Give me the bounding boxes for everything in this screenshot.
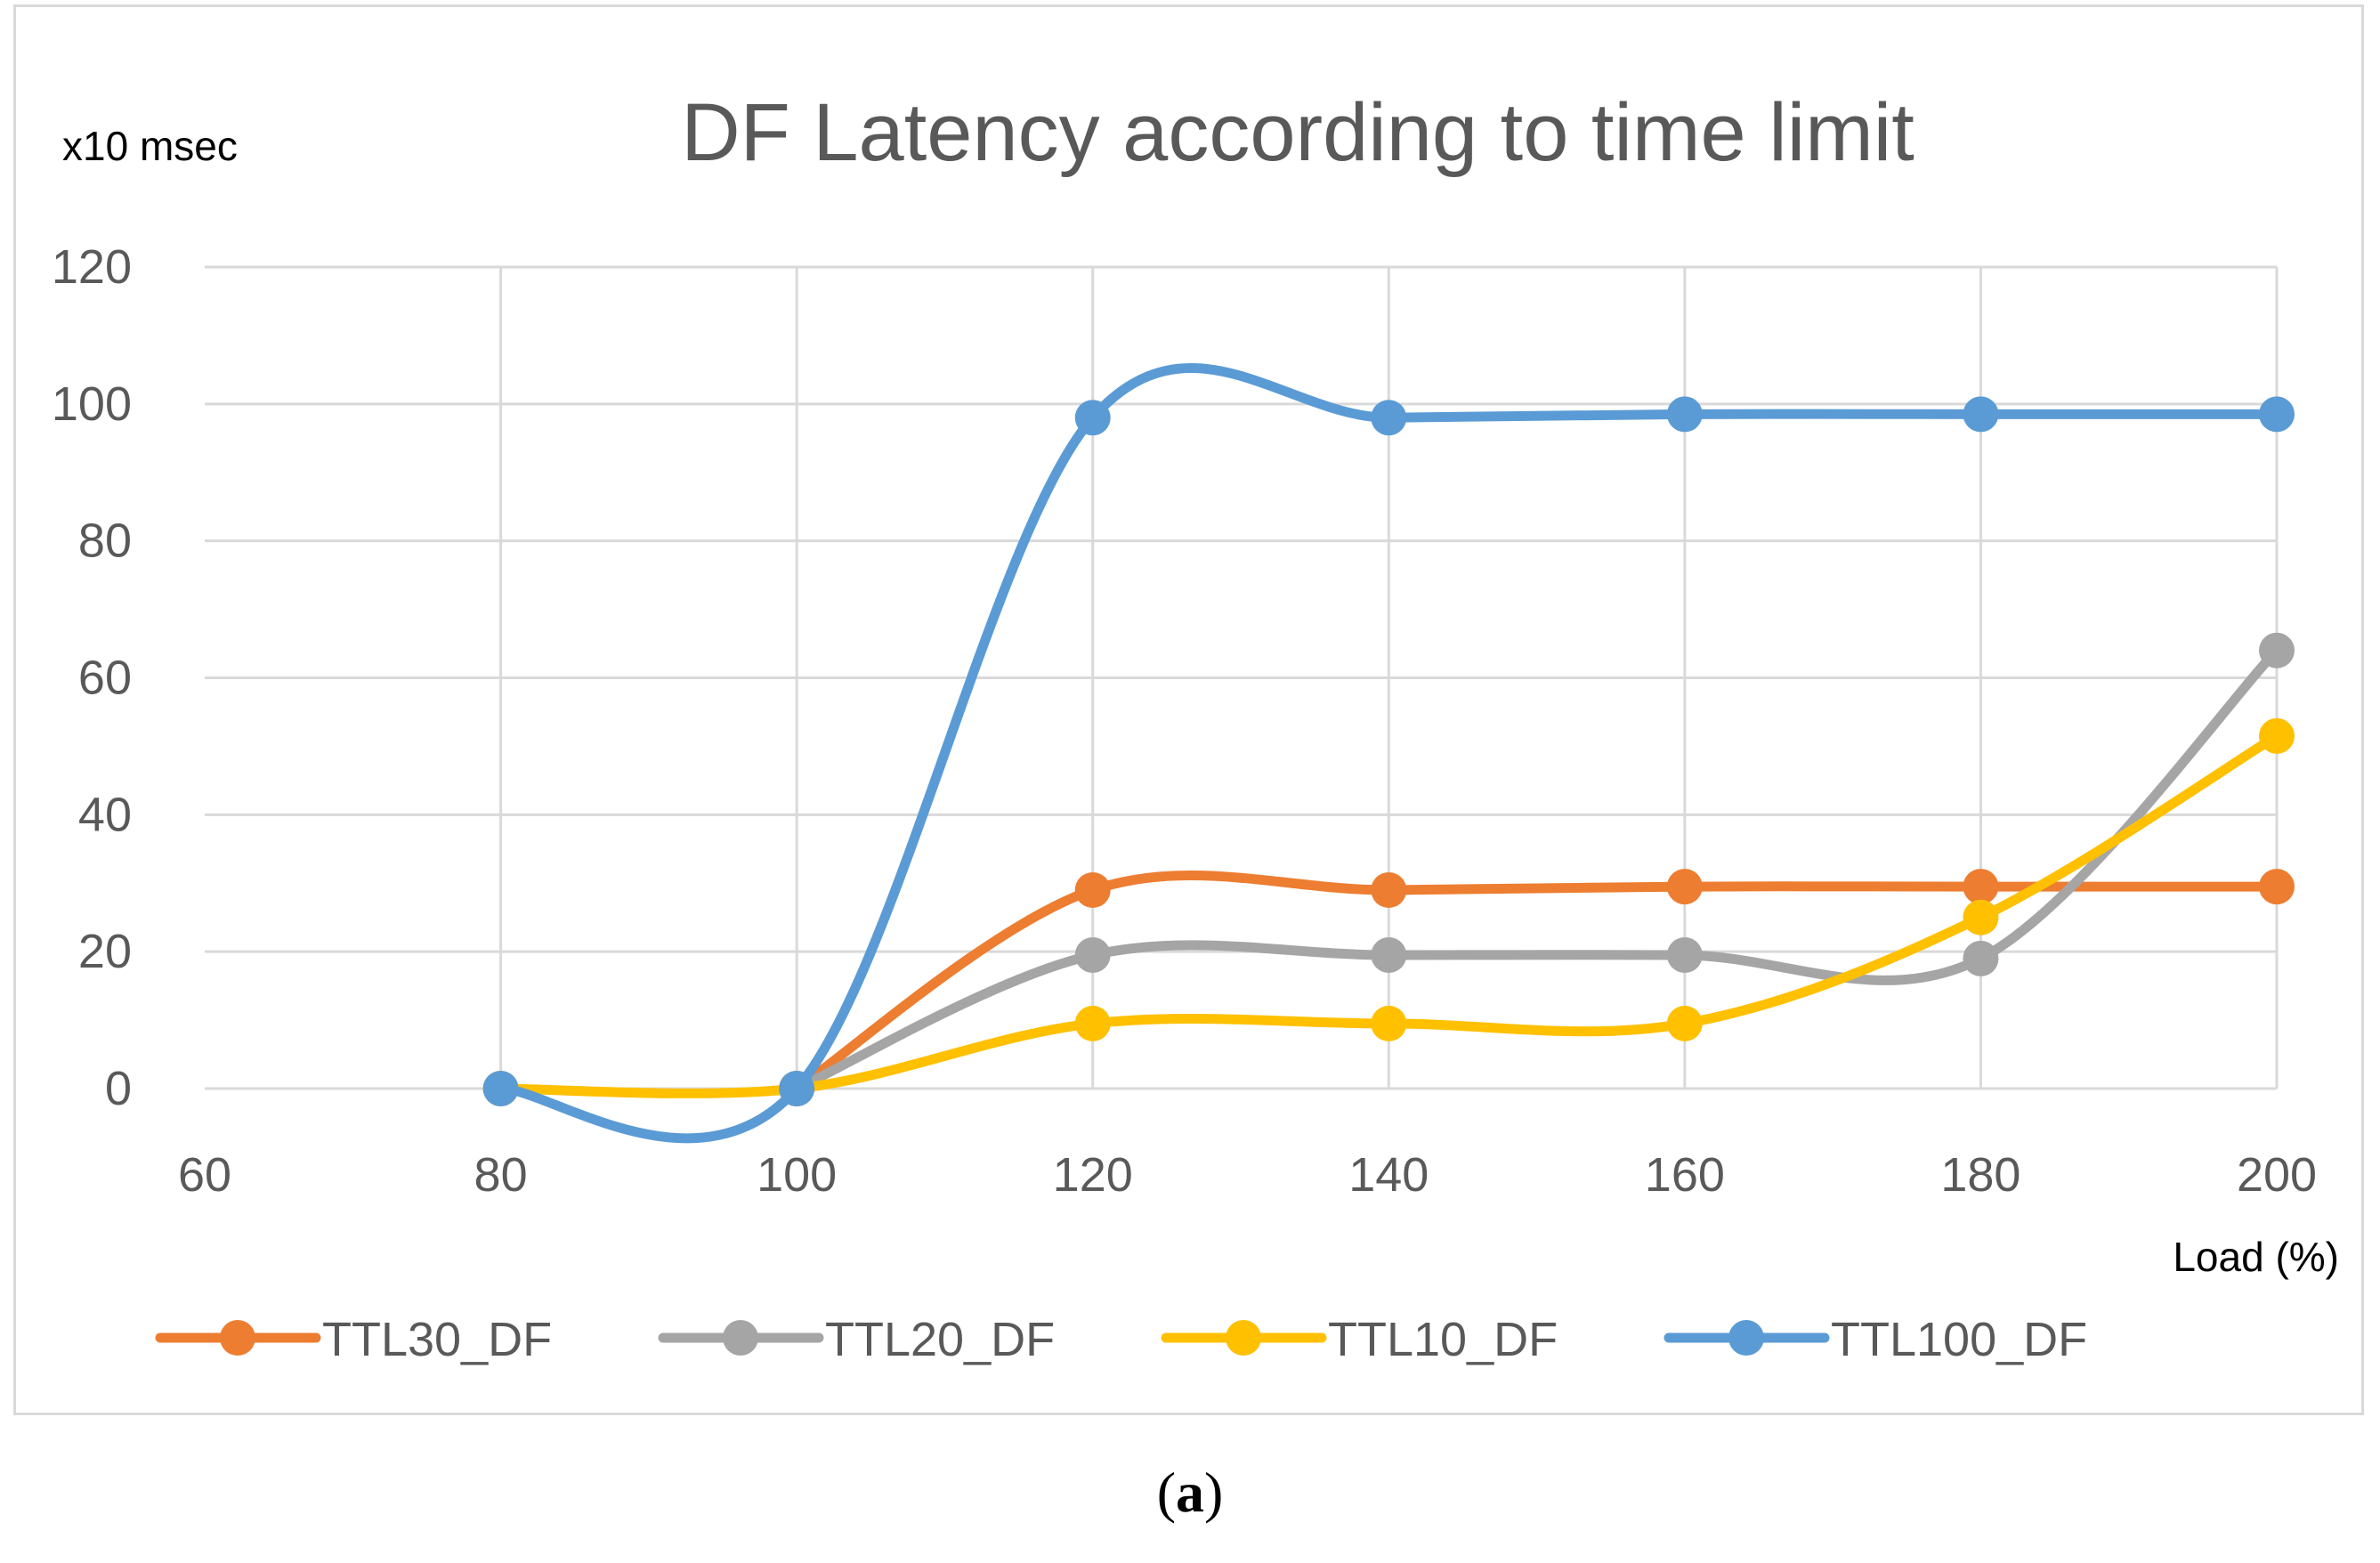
x-tick-label: 120 (1053, 1148, 1133, 1202)
data-point-ttl100-df (779, 1071, 815, 1106)
data-point-ttl100-df (482, 1071, 519, 1106)
data-point-ttl20-df (1371, 937, 1407, 974)
x-axis-label: Load (%) (2173, 1234, 2339, 1280)
legend-swatch-marker (220, 1320, 255, 1356)
data-point-ttl20-df (1074, 937, 1111, 974)
data-point-ttl30-df (1074, 871, 1111, 908)
x-tick-label: 200 (2237, 1148, 2317, 1202)
legend-item-ttl20-df: TTL20_DF (658, 1313, 1055, 1366)
y-axis-unit-label: x10 msec (62, 123, 238, 169)
series-line-ttl20-df (791, 645, 2282, 1094)
data-point-ttl100-df (2259, 396, 2295, 433)
legend-label: TTL10_DF (1328, 1313, 1558, 1366)
x-tick-label: 180 (1940, 1148, 2020, 1202)
x-tick-label: 140 (1348, 1148, 1429, 1202)
data-point-ttl10-df (2259, 717, 2295, 754)
series-layer (482, 363, 2295, 1144)
legend-swatch-marker (1728, 1320, 1764, 1356)
data-point-ttl10-df (1074, 1005, 1111, 1041)
x-tick-label: 80 (474, 1148, 528, 1202)
data-point-ttl10-df (1666, 1005, 1703, 1041)
data-point-ttl10-df (1963, 899, 1999, 935)
data-point-ttl100-df (1074, 400, 1111, 436)
legend-label: TTL20_DF (825, 1313, 1055, 1366)
line-chart: DF Latency according to time limit x10 m… (52, 87, 2339, 1366)
data-point-ttl30-df (2259, 869, 2295, 905)
y-tick-label: 20 (78, 925, 132, 978)
legend: TTL30_DF TTL20_DF TTL10_DF TTL100_DF (155, 1313, 2087, 1366)
series-line-ttl30-df (791, 871, 2282, 1094)
data-point-ttl20-df (2259, 632, 2295, 668)
data-point-ttl20-df (1666, 937, 1703, 974)
legend-swatch-marker (723, 1320, 758, 1356)
data-point-ttl100-df (1963, 396, 1999, 433)
data-point-ttl10-df (1371, 1005, 1407, 1041)
chart-title: DF Latency according to time limit (681, 87, 1915, 178)
y-tick-label: 40 (78, 788, 132, 841)
y-tick-label: 80 (78, 514, 132, 568)
y-tick-label: 0 (105, 1062, 132, 1115)
legend-item-ttl100-df: TTL100_DF (1664, 1313, 2087, 1366)
x-tick-label: 100 (757, 1148, 837, 1202)
series-ttl100-df (482, 363, 2295, 1144)
data-point-ttl30-df (1371, 871, 1407, 908)
legend-swatch-marker (1226, 1320, 1261, 1356)
legend-label: TTL100_DF (1831, 1313, 2087, 1366)
data-point-ttl30-df (1963, 869, 1999, 905)
legend-label: TTL30_DF (322, 1313, 552, 1366)
legend-item-ttl30-df: TTL30_DF (155, 1313, 552, 1366)
data-point-ttl30-df (1666, 869, 1703, 905)
y-tick-label: 120 (52, 240, 132, 294)
data-point-ttl100-df (1666, 396, 1703, 433)
figure-caption: (a) (0, 1460, 2380, 1526)
tick-labels: 0 20 40 60 80 100 120 60 80 100 120 140 160 180 200 (52, 240, 2317, 1202)
legend-item-ttl10-df: TTL10_DF (1161, 1313, 1558, 1366)
x-tick-label: 60 (178, 1148, 231, 1202)
caption-letter: a (1176, 1461, 1204, 1524)
data-point-ttl20-df (1963, 940, 1999, 976)
caption-open-paren: ( (1156, 1461, 1176, 1524)
y-tick-label: 60 (78, 652, 132, 705)
chart-frame (13, 4, 2364, 1415)
y-tick-label: 100 (52, 377, 132, 431)
data-point-ttl100-df (1371, 400, 1407, 436)
x-tick-label: 160 (1645, 1148, 1725, 1202)
caption-close-paren: ) (1204, 1461, 1224, 1524)
